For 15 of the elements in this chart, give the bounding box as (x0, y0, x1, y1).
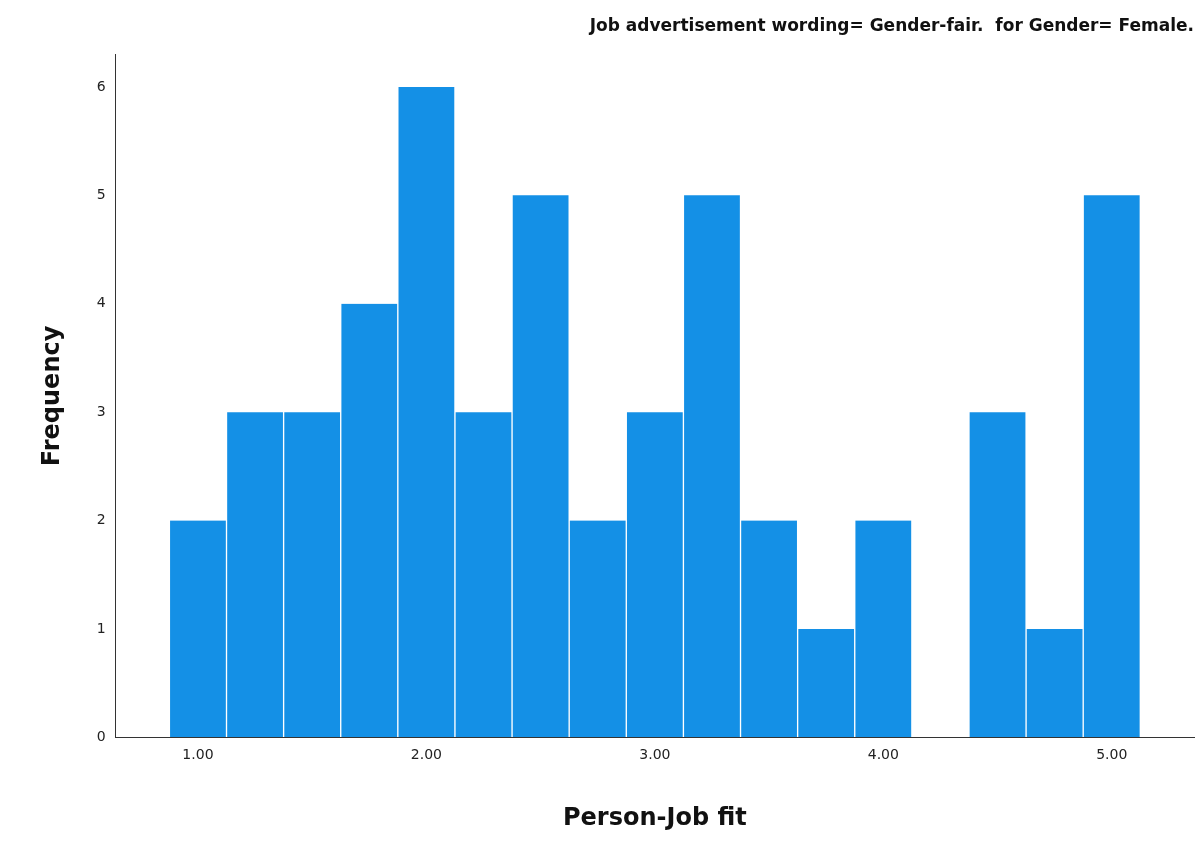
y-tick-label: 3 (96, 402, 106, 419)
x-tick-label: 3.00 (639, 746, 671, 763)
x-tick-label: 5.00 (1096, 746, 1128, 763)
x-tick-label: 4.00 (867, 746, 899, 763)
y-tick-label: 2 (96, 511, 106, 528)
chart-title: Job advertisement wording= Gender-fair. for Gender= Female. (588, 14, 1194, 35)
y-axis-title: Frequency (36, 325, 65, 467)
y-tick-label: 0 (96, 728, 106, 745)
x-tick-label: 1.00 (182, 746, 214, 763)
y-tick-label: 1 (96, 619, 106, 636)
x-axis-title: Person-Job fit (562, 802, 747, 831)
x-tick-label: 2.00 (410, 746, 442, 763)
y-tick-label: 6 (96, 77, 106, 94)
y-tick-label: 4 (96, 294, 106, 311)
y-tick-label: 5 (96, 185, 106, 202)
